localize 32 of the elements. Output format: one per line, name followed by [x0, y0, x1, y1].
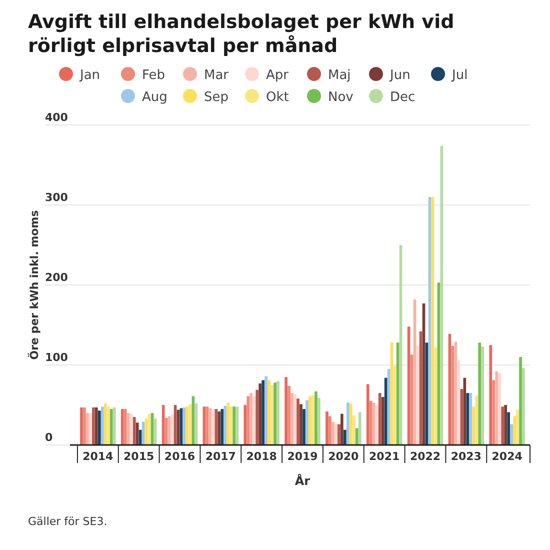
legend-label: Sep: [204, 90, 229, 105]
y-tick-label: 300: [45, 191, 68, 204]
legend-label: Maj: [328, 68, 351, 83]
chart-title: Avgift till elhandelsbolaget per kWh vid rörligt elprisavtal per månad: [28, 11, 454, 57]
text: Gäller för SE3.: [28, 515, 108, 528]
x-tick-label: 2018: [246, 450, 277, 463]
x-tick-label: 2014: [82, 450, 114, 463]
x-tick-label: 2024: [492, 450, 523, 463]
x-tick-label: 2015: [124, 450, 154, 463]
y-tick-label: 0: [45, 431, 53, 444]
legend-label: Jan: [79, 68, 100, 83]
y-axis-title: Öre per kWh inkl. moms: [27, 210, 41, 360]
x-tick-label: 2022: [410, 450, 441, 463]
legend-label: Aug: [142, 90, 168, 105]
y-tick-label: 100: [45, 351, 68, 364]
legend-label: Feb: [142, 68, 166, 83]
legend-label: Okt: [266, 90, 289, 105]
x-axis-title: År: [294, 473, 310, 488]
x-tick-label: 2021: [369, 450, 400, 463]
x-tick-label: 2019: [287, 450, 318, 463]
legend-label: Jul: [451, 68, 468, 83]
x-tick-label: 2023: [450, 450, 482, 463]
legend-label: Apr: [266, 68, 290, 83]
y-tick-label: 200: [45, 271, 68, 284]
legend-label: Dec: [390, 90, 416, 105]
legend-label: Mar: [204, 68, 230, 83]
legend-label: Jun: [389, 68, 410, 83]
y-tick-label: 400: [45, 111, 68, 124]
legend-label: Nov: [328, 90, 354, 105]
x-tick-label: 2016: [164, 450, 196, 463]
x-tick-label: 2017: [205, 450, 236, 463]
x-tick-label: 2020: [328, 450, 360, 463]
